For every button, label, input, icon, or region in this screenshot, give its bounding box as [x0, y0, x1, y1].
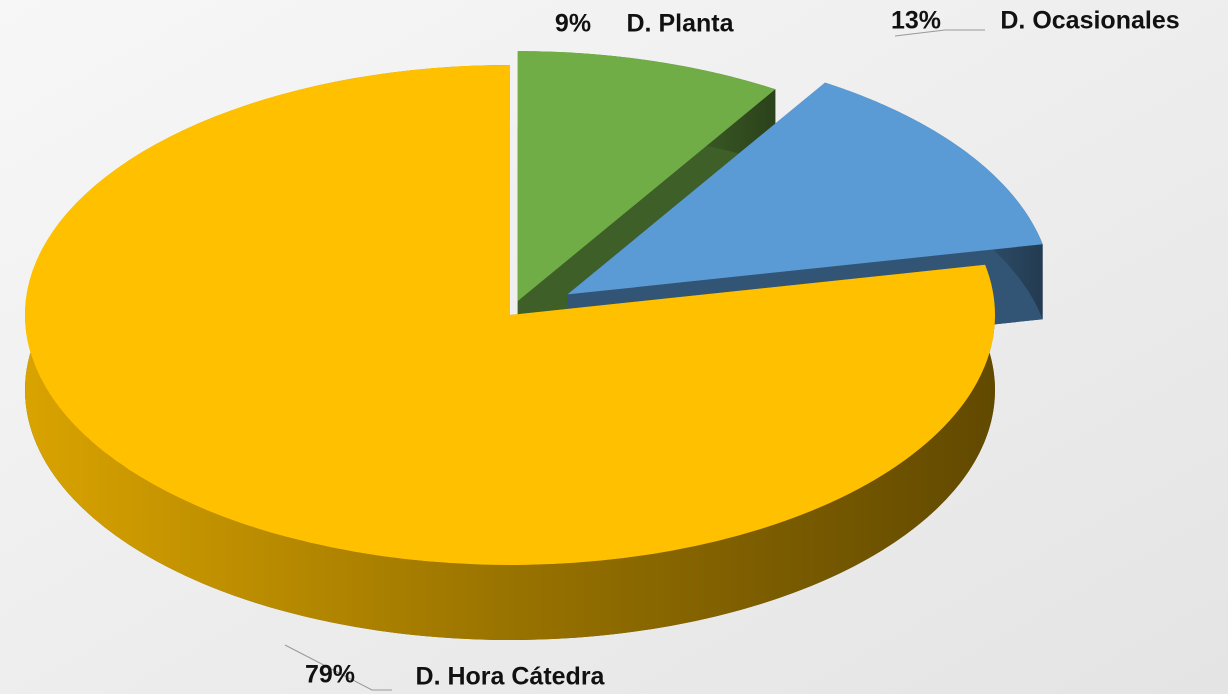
category-label: D. Hora Cátedra [416, 663, 606, 691]
chart: 9% D. Planta 13% D. Ocasionales 79% D. Hora C… [0, 0, 1228, 694]
value-label: 13% [891, 7, 941, 35]
value-label: 79% [305, 661, 355, 689]
value-label: 9% [555, 10, 591, 38]
page: 9% D. Planta 13% D. Ocasionales 79% D. Hora C… [0, 0, 1228, 694]
category-label: D. Ocasionales [1000, 7, 1179, 35]
category-label: D. Planta [627, 10, 735, 38]
